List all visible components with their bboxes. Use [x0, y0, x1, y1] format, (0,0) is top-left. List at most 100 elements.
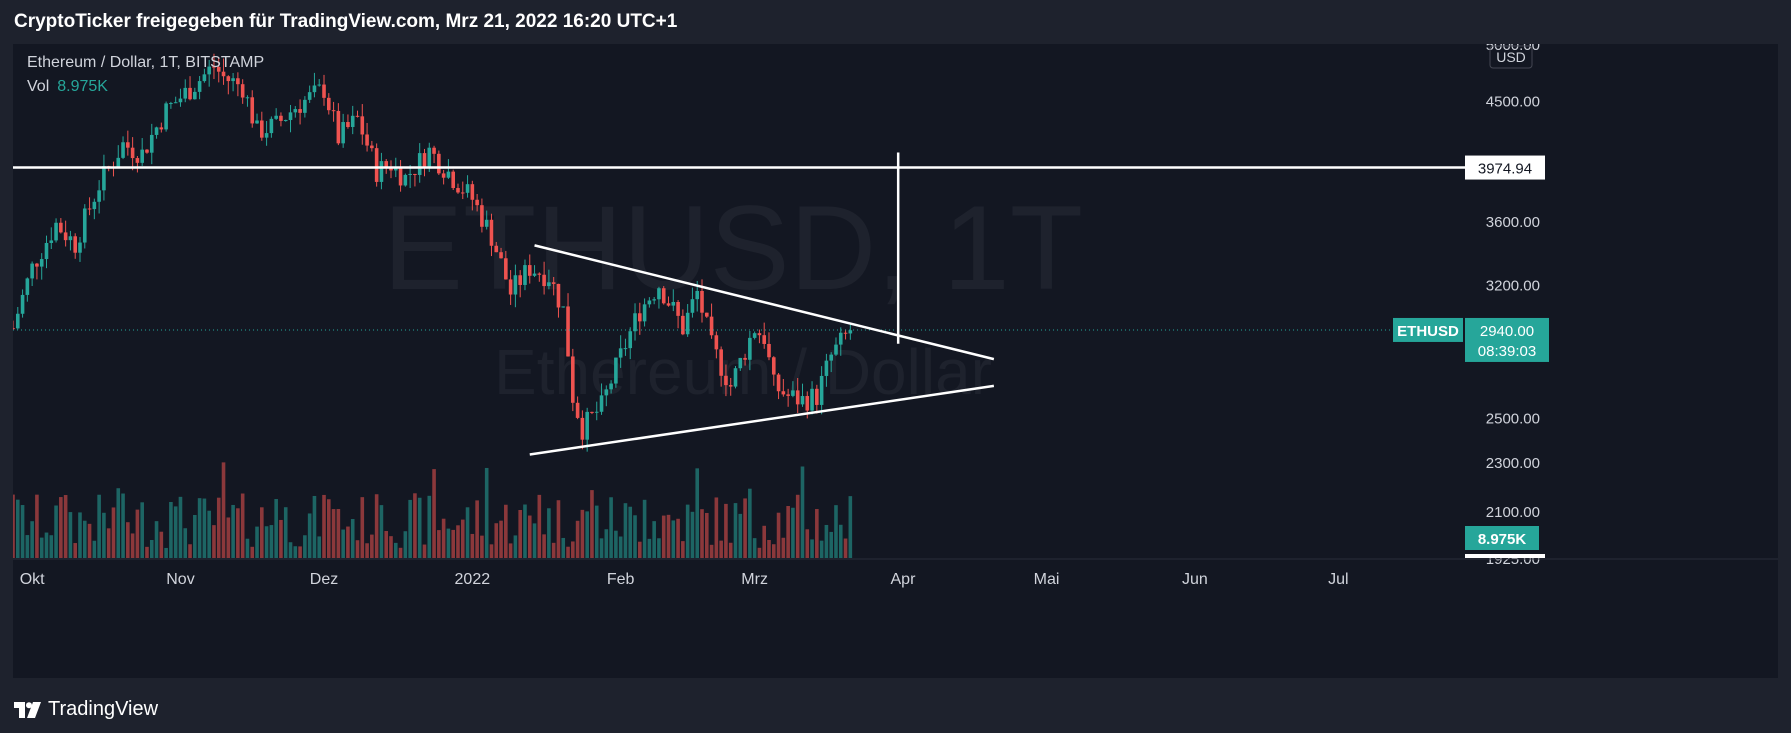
volume-tag-label: 8.975K: [1478, 531, 1527, 548]
candle-body: [470, 184, 475, 200]
volume-bar: [374, 494, 379, 558]
volume-bar: [824, 524, 829, 558]
candle-body: [126, 142, 130, 148]
volume-bar: [106, 528, 111, 558]
volume-bar: [307, 513, 312, 558]
volume-bar: [87, 523, 92, 558]
candle-body: [719, 349, 723, 376]
candle-body: [202, 74, 207, 82]
candle-body: [303, 99, 307, 113]
volume-bar: [288, 542, 293, 558]
volume-bar: [676, 518, 680, 558]
volume-bar: [561, 537, 566, 558]
candle-body: [49, 240, 54, 243]
candle-body: [293, 109, 298, 113]
volume-bar: [326, 499, 331, 558]
symbol-title[interactable]: Ethereum / Dollar, 1T, BITSTAMP: [27, 54, 265, 71]
volume-bar: [494, 523, 499, 558]
candle-body: [236, 78, 240, 85]
candle-body: [441, 173, 446, 178]
candle-body: [604, 389, 609, 396]
y-tick-label: 3200.00: [1486, 277, 1540, 294]
volume-bar: [231, 504, 235, 558]
candle-body: [657, 288, 661, 300]
candle-body: [513, 275, 518, 295]
volume-bar: [341, 529, 345, 558]
candle-body: [714, 335, 719, 350]
volume-bar: [638, 541, 642, 558]
volume-bar: [274, 499, 278, 558]
candle-body: [44, 242, 49, 260]
candle-body: [35, 263, 39, 267]
volume-bar: [499, 520, 503, 558]
candle-body: [432, 147, 436, 154]
volume-bar: [68, 512, 73, 558]
candle-body: [728, 385, 733, 387]
candle-body: [350, 115, 355, 127]
candle-body: [652, 299, 656, 301]
candle-body: [767, 343, 771, 358]
candle-body: [178, 98, 183, 103]
volume-bar: [456, 525, 460, 558]
candle-body: [484, 219, 489, 227]
volume-bar: [542, 534, 546, 558]
volume-bar: [604, 529, 609, 558]
watermark-ticker: ETHUSD, 1T: [383, 181, 1083, 315]
volume-bar: [111, 507, 116, 558]
volume-bar: [791, 507, 795, 558]
candle-body: [63, 232, 68, 241]
candle-body: [786, 394, 790, 396]
candle-body: [700, 290, 704, 313]
candle-body: [78, 242, 82, 253]
symbol-tag-label: ETHUSD: [1397, 323, 1459, 340]
candle-body: [571, 356, 575, 403]
volume-bar: [39, 537, 44, 558]
volume-bar: [666, 514, 671, 558]
tradingview-logo[interactable]: TradingView: [14, 698, 158, 721]
candle-body: [494, 245, 499, 253]
candle-body: [130, 147, 135, 159]
volume-bar: [484, 467, 489, 558]
footer-bar: TradingView: [0, 678, 1791, 733]
candle-body: [537, 273, 542, 275]
volume-bar: [460, 519, 465, 558]
volume-bar: [92, 540, 97, 558]
volume-bar: [149, 539, 154, 558]
volume-bar: [848, 496, 853, 558]
candle-body: [341, 122, 345, 144]
volume-bar: [126, 522, 130, 558]
volume-bar: [403, 531, 408, 558]
candle-body: [408, 173, 412, 175]
volume-bar: [537, 494, 542, 558]
volume-bar: [599, 538, 604, 558]
volume-bar: [728, 542, 733, 558]
candle-body: [384, 161, 389, 168]
volume-bar: [15, 499, 20, 558]
volume-bar: [427, 495, 432, 558]
volume-bar: [671, 520, 676, 558]
volume-bar: [360, 497, 365, 558]
volume-bar: [135, 509, 140, 558]
candle-body: [829, 354, 833, 361]
currency-button: [1489, 45, 1533, 69]
candle-body: [140, 149, 144, 163]
candle-body: [618, 348, 623, 358]
candle-body: [614, 357, 618, 384]
candle-body: [523, 265, 527, 285]
volume-bar: [623, 503, 628, 558]
volume-bar: [843, 538, 848, 558]
volume-bar: [590, 490, 594, 558]
candle-body: [97, 190, 101, 202]
volume-bar: [594, 505, 599, 558]
volume-bar: [504, 504, 508, 558]
volume-bar: [169, 502, 173, 558]
candle-body: [489, 219, 494, 246]
candle-body: [566, 306, 570, 357]
volume-bar: [408, 499, 412, 558]
candle-body: [312, 85, 317, 93]
candle-body: [346, 122, 350, 127]
candle-body: [260, 120, 264, 138]
candle-body: [504, 258, 508, 280]
